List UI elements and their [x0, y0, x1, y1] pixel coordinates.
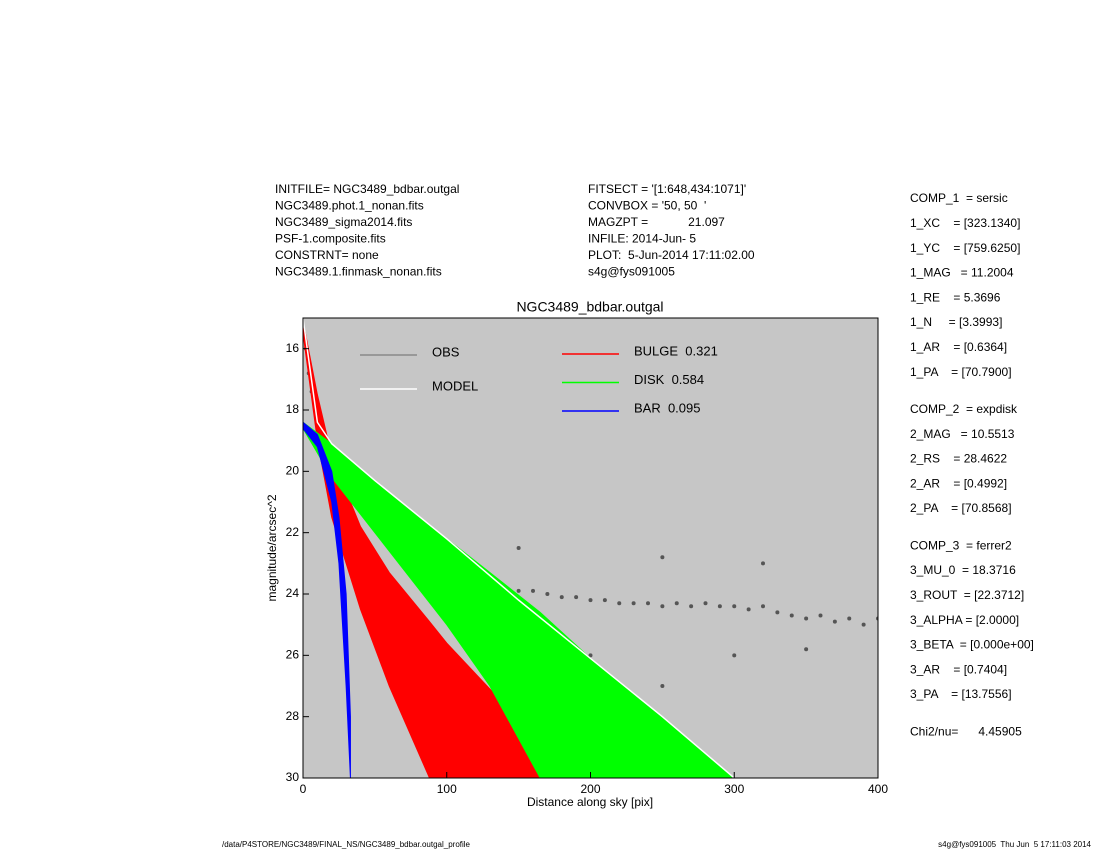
- obs-point: [617, 601, 622, 606]
- obs-point: [703, 601, 708, 606]
- obs-point: [674, 601, 679, 606]
- chart-title: NGC3489_bdbar.outgal: [516, 299, 663, 315]
- header-left-line: PSF-1.composite.fits: [275, 232, 386, 246]
- x-tick-label: 0: [300, 782, 307, 796]
- parameter-line: 1_AR = [0.6364]: [910, 340, 1007, 354]
- y-tick-label: 26: [286, 648, 300, 662]
- parameter-line: 1_N = [3.3993]: [910, 315, 1002, 329]
- parameter-line: 1_PA = [70.7900]: [910, 365, 1012, 379]
- obs-point: [588, 598, 593, 603]
- obs-point: [717, 604, 722, 609]
- header-middle-line: s4g@fys091005: [588, 265, 675, 279]
- parameter-line: 1_RE = 5.3696: [910, 290, 1001, 304]
- obs-point: [574, 595, 579, 600]
- y-tick-label: 16: [286, 341, 300, 355]
- obs-point: [804, 616, 809, 621]
- obs-point: [804, 647, 809, 652]
- parameter-line: 3_MU_0 = 18.3716: [910, 563, 1016, 577]
- header-middle-line: FITSECT = '[1:648,434:1071]': [588, 182, 746, 196]
- obs-point: [761, 561, 765, 566]
- obs-point: [602, 598, 607, 603]
- y-tick-label: 28: [286, 709, 300, 723]
- header-left-line: NGC3489.phot.1_nonan.fits: [275, 199, 424, 213]
- obs-point: [516, 546, 521, 550]
- parameter-line: COMP_2 = expdisk: [910, 402, 1018, 416]
- obs-point: [775, 610, 780, 615]
- obs-point: [861, 622, 866, 627]
- x-tick-label: 400: [868, 782, 888, 796]
- obs-point: [660, 604, 665, 609]
- model-band: [303, 320, 574, 778]
- y-tick-label: 18: [286, 402, 300, 416]
- parameter-line: 3_ALPHA = [2.0000]: [910, 613, 1019, 627]
- y-axis-label: magnitude/arcsec^2: [265, 494, 279, 601]
- y-tick-label: 22: [286, 525, 300, 539]
- plot-layer: [303, 318, 878, 778]
- obs-point: [516, 588, 521, 593]
- y-tick-label: 24: [286, 586, 300, 600]
- y-tick-label: 20: [286, 464, 300, 478]
- obs-point: [732, 604, 737, 609]
- obs-point: [818, 613, 823, 618]
- header-left-line: INITFILE= NGC3489_bdbar.outgal: [275, 182, 459, 196]
- header-left-line: NGC3489.1.finmask_nonan.fits: [275, 265, 442, 279]
- parameter-line: 3_AR = [0.7404]: [910, 662, 1007, 676]
- parameter-line: COMP_3 = ferrer2: [910, 538, 1012, 552]
- parameter-line: 3_BETA = [0.000e+00]: [910, 638, 1034, 652]
- parameter-line: 2_AR = [0.4992]: [910, 476, 1007, 490]
- obs-point: [545, 592, 550, 596]
- obs-point: [660, 555, 665, 560]
- parameter-line: 3_PA = [13.7556]: [910, 687, 1012, 701]
- header-middle-line: MAGZPT = 21.097: [588, 215, 725, 229]
- x-tick-label: 200: [580, 782, 600, 796]
- obs-point: [832, 619, 837, 624]
- obs-point: [746, 607, 751, 612]
- footer-stamp: s4g@fys091005 Thu Jun 5 17:11:03 2014: [938, 840, 1091, 849]
- legend-label: OBS: [432, 344, 460, 359]
- x-axis-label: Distance along sky [pix]: [527, 795, 653, 809]
- legend-label: BAR 0.095: [634, 400, 701, 415]
- header-left-line: NGC3489_sigma2014.fits: [275, 215, 412, 229]
- obs-point: [559, 595, 564, 600]
- parameter-line: 1_YC = [759.6250]: [910, 241, 1020, 255]
- parameter-line: 1_MAG = 11.2004: [910, 266, 1014, 280]
- obs-point: [847, 616, 852, 621]
- parameter-line: 2_RS = 28.4622: [910, 452, 1007, 466]
- x-tick-label: 100: [437, 782, 457, 796]
- legend-label: BULGE 0.321: [634, 343, 718, 358]
- obs-point: [732, 653, 737, 658]
- obs-point: [761, 604, 765, 609]
- legend-label: DISK 0.584: [634, 372, 704, 387]
- parameter-line: Chi2/nu= 4.45905: [910, 724, 1022, 738]
- legend-label: MODEL: [432, 378, 478, 393]
- footer-path: /data/P4STORE/NGC3489/FINAL_NS/NGC3489_b…: [222, 840, 471, 849]
- obs-point: [531, 588, 535, 593]
- x-tick-label: 300: [724, 782, 744, 796]
- obs-point: [689, 604, 694, 609]
- model-line: [303, 318, 735, 778]
- header-left-line: CONSTRNT= none: [275, 248, 379, 262]
- obs-point: [631, 601, 636, 606]
- obs-point: [789, 613, 794, 618]
- obs-point: [588, 653, 593, 658]
- parameter-line: 2_PA = [70.8568]: [910, 501, 1012, 515]
- parameter-line: 2_MAG = 10.5513: [910, 427, 1015, 441]
- header-middle-line: CONVBOX = '50, 50 ': [588, 199, 706, 213]
- parameter-line: 3_ROUT = [22.3712]: [910, 588, 1024, 602]
- header-middle-line: INFILE: 2014-Jun- 5: [588, 232, 696, 246]
- header-middle-line: PLOT: 5-Jun-2014 17:11:02.00: [588, 248, 755, 262]
- obs-point: [646, 601, 650, 606]
- y-tick-label: 30: [286, 770, 300, 784]
- model-band: [303, 421, 351, 778]
- parameter-line: 1_XC = [323.1340]: [910, 216, 1020, 230]
- parameter-line: COMP_1 = sersic: [910, 191, 1008, 205]
- obs-point: [660, 684, 665, 688]
